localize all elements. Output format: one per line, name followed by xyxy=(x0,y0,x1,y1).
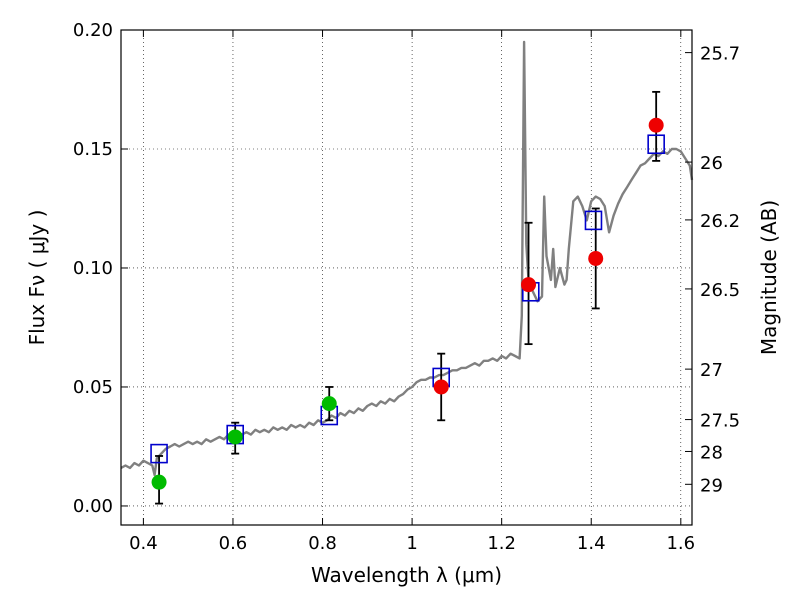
y-tick-label: 0.00 xyxy=(73,496,113,517)
red-detection-point xyxy=(588,250,604,266)
red-detection-point xyxy=(521,277,537,293)
model-spectrum-line xyxy=(120,40,694,477)
plot-frame xyxy=(120,29,693,526)
bandpass-square-marker xyxy=(584,210,603,231)
y-tick-label: 0.05 xyxy=(73,377,113,398)
green-detection-point xyxy=(227,429,243,445)
x-tick-label: 1.4 xyxy=(577,533,606,554)
red-detection-point xyxy=(433,379,449,395)
x-tick-label: 1.2 xyxy=(487,533,516,554)
x-axis-ticks: 0.4 0.6 0.8 1 1.2 1.4 1.6 xyxy=(129,30,695,554)
magnitude-tick-label: 29 xyxy=(700,475,723,496)
x-tick-label: 0.8 xyxy=(308,533,337,554)
y-tick-label: 0.10 xyxy=(73,258,113,279)
bandpass-squares-layer xyxy=(150,134,665,464)
model-spectrum-layer xyxy=(120,40,694,477)
magnitude-tick-label: 28 xyxy=(700,442,723,463)
magnitude-tick-label: 27.5 xyxy=(700,411,740,432)
x-tick-label: 1 xyxy=(406,533,417,554)
x-tick-label: 1.6 xyxy=(666,533,695,554)
magnitude-tick-label: 26 xyxy=(700,153,723,174)
magnitude-axis-ticks: 25.7 26 26.2 26.5 27 27.5 28 29 xyxy=(685,44,740,496)
detections-layer xyxy=(151,117,664,490)
red-detection-point xyxy=(648,117,664,133)
magnitude-axis-label: Magnitude (AB) xyxy=(757,200,781,355)
magnitude-tick-label: 26.2 xyxy=(700,211,740,232)
magnitude-tick-label: 25.7 xyxy=(700,44,740,65)
bandpass-square-marker xyxy=(150,443,168,464)
y-axis-label: Flux Fν ( μJy ) xyxy=(25,210,49,346)
y-tick-label: 0.15 xyxy=(73,139,113,160)
magnitude-tick-label: 26.5 xyxy=(700,280,740,301)
bandpass-square-marker xyxy=(647,134,665,155)
x-tick-label: 0.4 xyxy=(129,533,158,554)
y-tick-label: 0.20 xyxy=(73,20,113,41)
x-axis-label: Wavelength λ (μm) xyxy=(311,563,502,587)
x-tick-label: 0.6 xyxy=(219,533,248,554)
green-detection-point xyxy=(151,474,167,490)
y-axis-ticks: 0.00 0.05 0.10 0.15 0.20 xyxy=(73,20,128,517)
green-detection-point xyxy=(321,396,337,412)
grid xyxy=(121,29,692,525)
magnitude-tick-label: 27 xyxy=(700,360,723,381)
